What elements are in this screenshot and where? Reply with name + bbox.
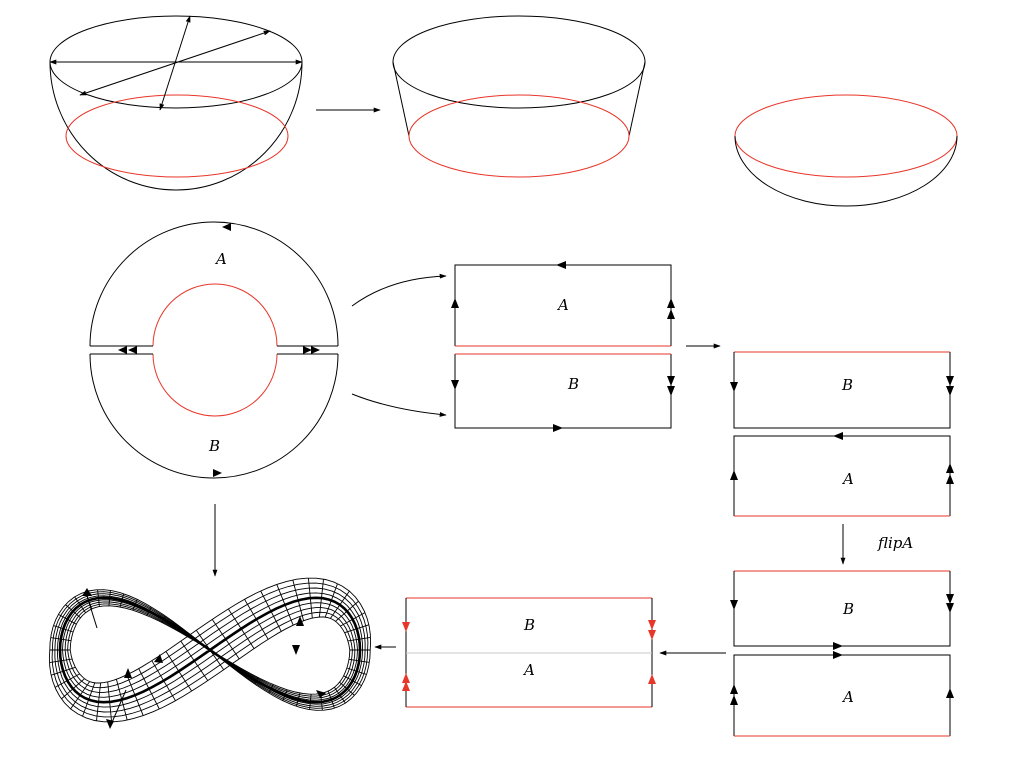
mobius-arrow bbox=[82, 588, 92, 596]
rect1-label-top: A bbox=[556, 296, 569, 314]
rect1-label-bottom: B bbox=[567, 375, 579, 393]
strip-pair-3 bbox=[730, 570, 954, 737]
rect2-label-bottom: A bbox=[841, 470, 854, 488]
mobius-core-curve bbox=[58, 596, 362, 704]
merged-strip bbox=[402, 597, 656, 708]
rect3-label-top: B bbox=[842, 600, 854, 618]
rect3-label-bottom: A bbox=[841, 688, 854, 706]
strip-pair-2 bbox=[730, 351, 954, 517]
rect2-label-top: B bbox=[841, 376, 853, 394]
disk-label-top: A bbox=[214, 250, 227, 268]
merged-label-top: B bbox=[523, 616, 535, 634]
strip-pair-1 bbox=[451, 261, 675, 432]
merged-label-bottom: A bbox=[522, 661, 535, 679]
arrow-to-rect-a bbox=[351, 273, 447, 307]
annulus-cut bbox=[89, 221, 339, 479]
cut-circle-red bbox=[65, 94, 289, 178]
hemisphere-with-crosscap bbox=[49, 15, 303, 191]
flip-caption: flipA bbox=[877, 534, 913, 552]
arrow-to-rect-b bbox=[351, 393, 447, 417]
cap-piece bbox=[734, 94, 958, 207]
mobius-band bbox=[48, 577, 372, 729]
disk-label-bottom: B bbox=[208, 437, 220, 455]
band-piece bbox=[392, 15, 646, 178]
